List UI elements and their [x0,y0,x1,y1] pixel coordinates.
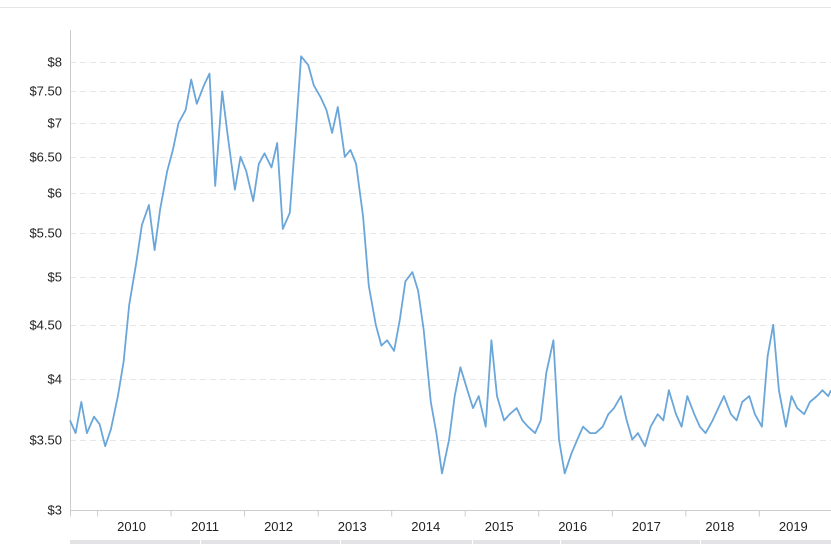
x-tick-label: 2015 [485,519,514,534]
navigator-notch [340,540,341,544]
range-navigator[interactable] [70,540,831,544]
x-tick-label: 2017 [632,519,661,534]
y-tick-label: $6.50 [29,150,62,165]
y-tick-label: $8 [48,55,62,70]
gridlines [70,62,831,441]
x-axis-ticks: 2010 2011 2012 2013 2014 2015 2016 2017 2018 2019 [97,510,808,534]
y-tick-label: $5.50 [29,226,62,241]
x-tick-label: 2010 [117,519,146,534]
x-tick-label: 2013 [338,519,367,534]
y-axis-ticks: $3 $3.50 $4 $4.50 $5 $5.50 $6 $6.50 $7 $7.50 $8 [29,55,62,518]
y-tick-label: $5 [48,270,62,285]
x-tick-label: 2012 [264,519,293,534]
x-tick-label: 2019 [779,519,808,534]
axes [70,30,831,517]
y-tick-label: $6 [48,186,62,201]
y-tick-label: $3.50 [29,433,62,448]
x-tick-label: 2016 [558,519,587,534]
x-tick-label: 2018 [705,519,734,534]
y-tick-label: $4 [48,372,62,387]
y-tick-label: $3 [48,503,62,518]
x-tick-label: 2011 [191,519,219,534]
top-border [0,7,831,8]
navigator-notch [472,540,473,544]
series-layer [69,55,831,475]
navigator-notch [700,540,701,544]
navigator-notch [560,540,561,544]
y-tick-label: $7.50 [29,84,62,99]
y-tick-label: $7 [48,116,62,131]
y-tick-label: $4.50 [29,318,62,333]
navigator-notch [200,540,201,544]
series-line [69,55,831,475]
x-tick-label: 2014 [411,519,440,534]
